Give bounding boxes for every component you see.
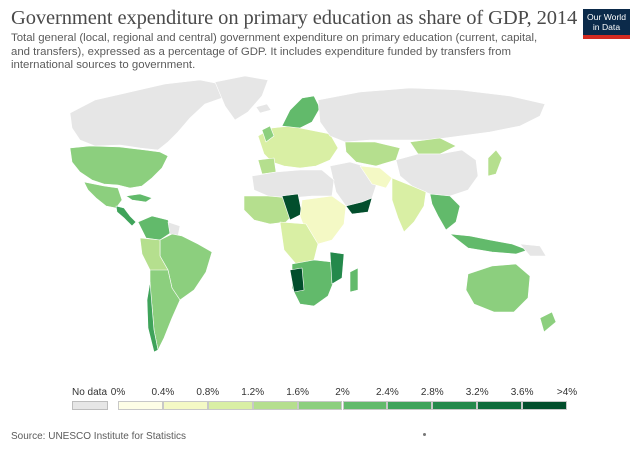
central-america-region[interactable] (115, 205, 137, 227)
logo-line-2: in Data (592, 22, 621, 32)
uk-region[interactable] (261, 125, 275, 143)
usa-region[interactable] (69, 145, 169, 189)
legend-tick-label: 1.2% (241, 387, 265, 398)
yemen-region[interactable] (345, 197, 373, 215)
timeline-dot-icon (423, 433, 426, 436)
mexico-region[interactable] (83, 181, 123, 209)
iran-region[interactable] (359, 165, 393, 189)
legend-swatch[interactable] (118, 401, 163, 410)
chart-subtitle: Total general (local, regional and centr… (11, 32, 538, 72)
indonesia-region[interactable] (449, 233, 529, 255)
legend-swatch[interactable] (432, 401, 478, 410)
russia-region[interactable] (317, 87, 546, 143)
chart-title: Government expenditure on primary educat… (11, 7, 578, 29)
legend-swatch[interactable] (477, 401, 523, 410)
iceland-region[interactable] (255, 103, 272, 114)
caribbean-region[interactable] (125, 193, 153, 203)
legend-swatch[interactable] (252, 401, 298, 410)
mozambique-region[interactable] (329, 251, 345, 285)
legend-tick-label: 3.2% (465, 387, 489, 398)
legend-tick-label: 3.6% (510, 387, 534, 398)
east-africa-region[interactable] (299, 195, 347, 245)
southern-africa-region[interactable] (291, 259, 337, 307)
iberia-region[interactable] (257, 157, 277, 175)
north-africa-region[interactable] (251, 169, 335, 199)
madagascar-region[interactable] (349, 267, 359, 293)
greenland-region[interactable] (214, 75, 269, 121)
logo-line-1: Our World (587, 12, 626, 22)
china-region[interactable] (395, 149, 479, 197)
legend-tick-label: 0.4% (151, 387, 175, 398)
logo-red-bar (583, 35, 630, 39)
legend-swatch[interactable] (342, 401, 388, 410)
legend-no-data-label: No data (72, 387, 108, 398)
png-region[interactable] (519, 243, 547, 257)
source-note[interactable]: Source: UNESCO Institute for Statistics (11, 431, 187, 442)
legend-swatch[interactable] (522, 401, 567, 410)
owid-logo[interactable]: Our World in Data (583, 9, 630, 39)
japan-region[interactable] (487, 149, 503, 177)
legend-tick-label: 0.8% (196, 387, 220, 398)
legend: No data 0% 0.4% 0.8% 1.2% 1.6% 2% 2.4% 2.8% 3.2%… (0, 380, 640, 420)
canada-region[interactable] (69, 79, 231, 151)
scandinavia-region[interactable] (281, 95, 321, 129)
legend-no-data-swatch (72, 401, 108, 410)
legend-tick-label: 2.4% (375, 387, 399, 398)
namibia-region[interactable] (289, 267, 305, 293)
legend-swatch[interactable] (162, 401, 208, 410)
chile-region[interactable] (146, 281, 159, 353)
legend-swatch[interactable] (387, 401, 433, 410)
se-asia-region[interactable] (429, 193, 461, 231)
central-asia-region[interactable] (344, 141, 401, 167)
australia-region[interactable] (465, 263, 531, 313)
legend-tick-label: >4% (556, 387, 578, 398)
legend-swatch[interactable] (297, 401, 343, 410)
legend-swatch[interactable] (207, 401, 253, 410)
new-zealand-region[interactable] (539, 311, 557, 333)
legend-tick-label: 1.6% (286, 387, 309, 398)
india-region[interactable] (391, 177, 427, 233)
legend-tick-label: 2% (335, 387, 350, 398)
guianas-region[interactable] (167, 221, 181, 237)
mongolia-region[interactable] (409, 137, 457, 155)
world-map[interactable] (0, 72, 640, 372)
legend-tick-label: 2.8% (420, 387, 444, 398)
legend-tick-label: 0% (110, 387, 126, 398)
